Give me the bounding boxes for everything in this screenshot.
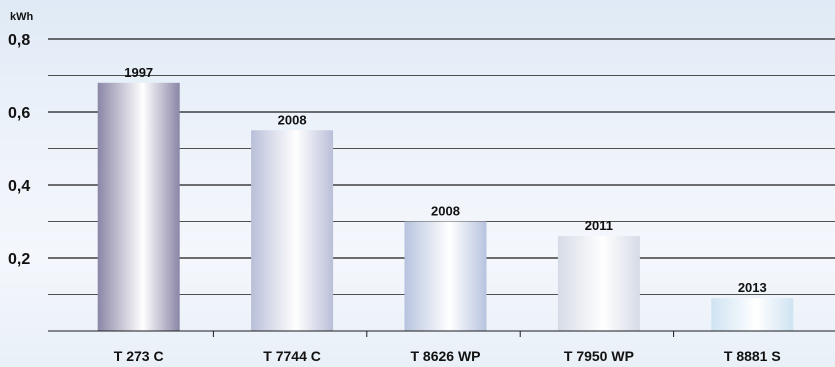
bar-data-label: 2008 xyxy=(278,112,307,127)
bar xyxy=(97,82,180,331)
bar-data-label: 1997 xyxy=(124,65,153,80)
x-tick-label: T 7744 C xyxy=(263,348,321,364)
y-tick-label: 0,6 xyxy=(8,105,30,122)
bar-data-label: 2013 xyxy=(738,280,767,295)
y-axis-unit-label: kWh xyxy=(10,11,34,23)
labels: 1997 T 273 C 2008 T 7744 C 2008 T 8626 WP 2011… xyxy=(114,65,781,364)
bars xyxy=(97,82,794,331)
bar xyxy=(251,130,334,331)
bar xyxy=(404,221,487,331)
x-tick-label: T 8626 WP xyxy=(410,348,480,364)
bar-data-label: 2008 xyxy=(431,204,460,219)
y-tick-label: 0,4 xyxy=(8,178,30,195)
axes: kWh 0,2 0,4 0,6 0,8 xyxy=(8,11,835,337)
bar xyxy=(557,236,640,331)
y-tick-label: 0,8 xyxy=(8,32,30,49)
y-tick-label: 0,2 xyxy=(8,251,30,268)
x-tick-label: T 8881 S xyxy=(724,348,781,364)
x-tick-label: T 7950 WP xyxy=(564,348,634,364)
bar-data-label: 2011 xyxy=(585,218,613,233)
x-tick-label: T 273 C xyxy=(114,348,164,364)
bar xyxy=(711,298,794,331)
